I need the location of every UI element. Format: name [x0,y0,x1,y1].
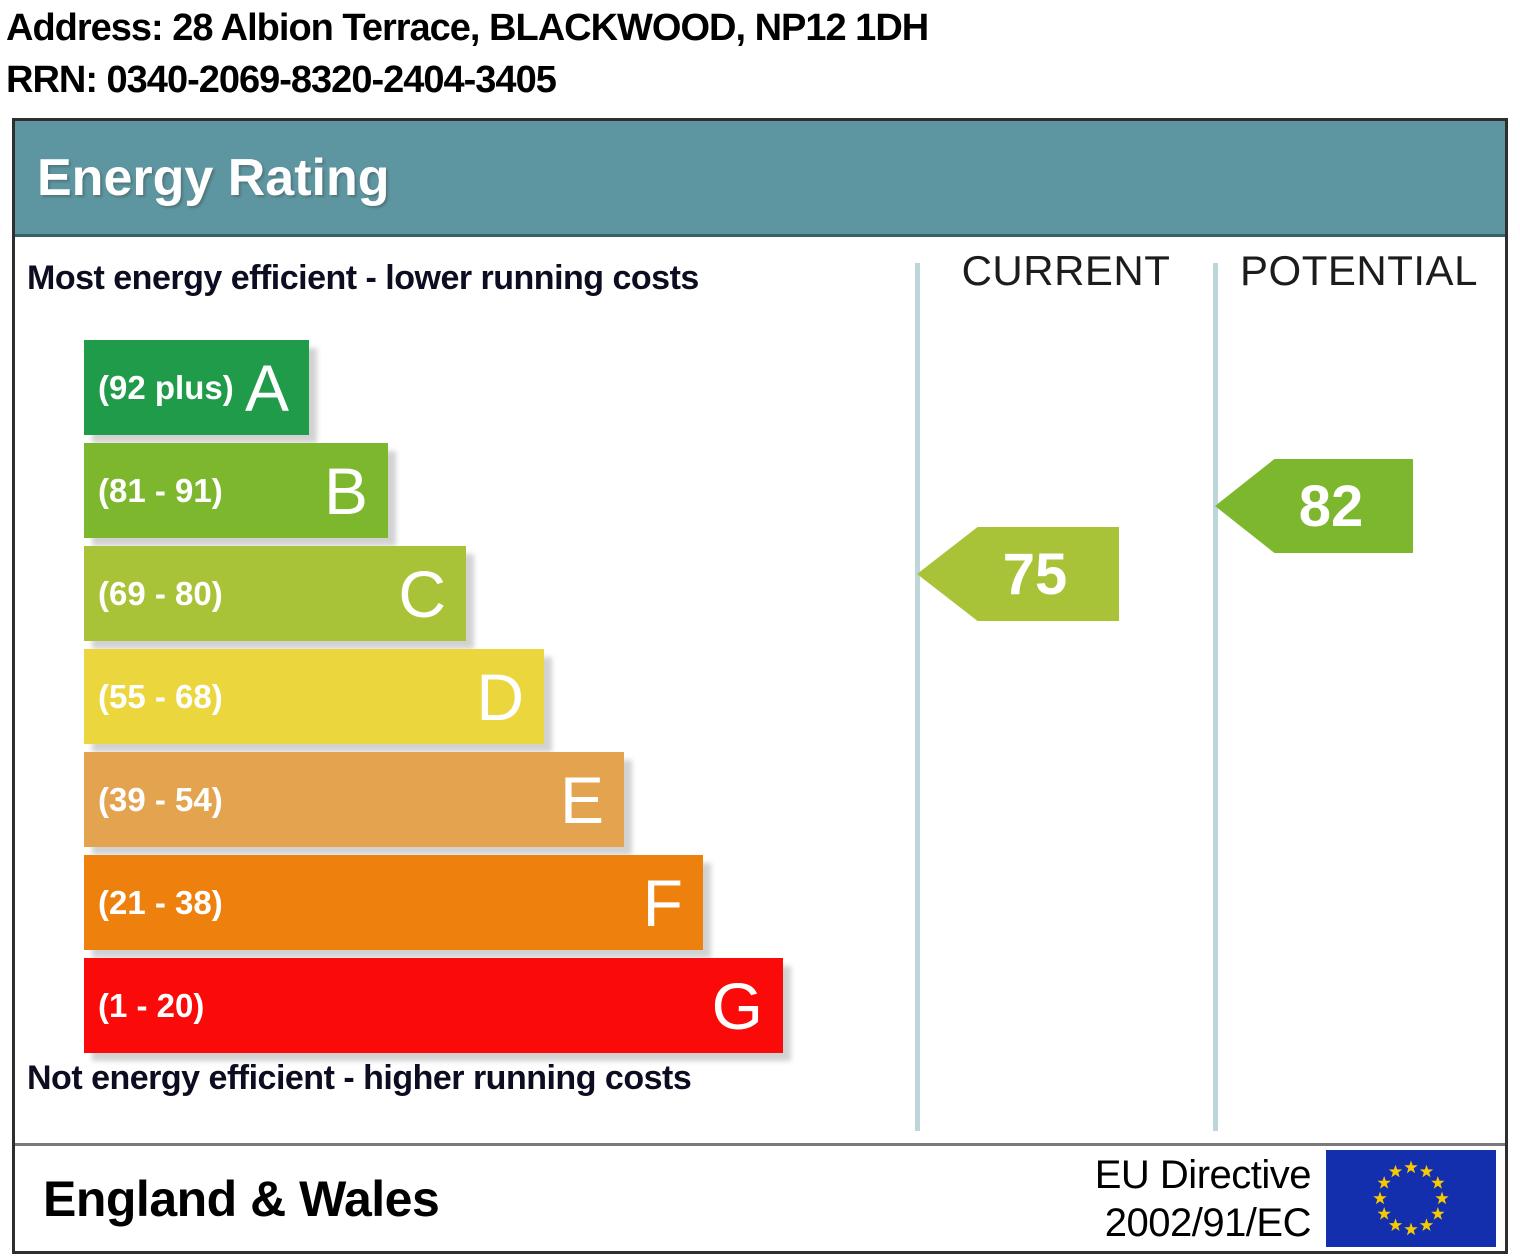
top-caption: Most energy efficient - lower running co… [27,259,699,297]
band-f: (21 - 38) F [84,855,703,950]
rating-bands: (92 plus) A (81 - 91) B (69 - 80) C (55 … [84,340,783,1061]
region-label: England & Wales [43,1170,440,1227]
panel-title: Energy Rating [37,148,390,207]
current-column-header: CURRENT [961,247,1171,294]
band-f-letter: F [642,865,683,940]
band-f-range: (21 - 38) [98,883,223,921]
band-e-letter: E [559,762,604,837]
eu-directive-label: EU Directive 2002/91/EC [1094,1151,1312,1247]
current-rating-value: 75 [1002,541,1068,607]
address-line: Address: 28 Albion Terrace, BLACKWOOD, N… [6,7,929,49]
band-e-range: (39 - 54) [98,780,223,818]
panel-footer: England & Wales EU Directive 2002/91/EC [15,1143,1505,1251]
band-c-letter: C [398,556,446,631]
potential-column-header: POTENTIAL [1240,247,1478,294]
current-column-divider [915,263,920,1131]
band-e: (39 - 54) E [84,752,624,847]
band-a-letter: A [244,350,289,425]
band-g-range: (1 - 20) [98,986,205,1024]
band-c: (69 - 80) C [84,546,466,641]
band-g: (1 - 20) G [84,958,783,1053]
eu-directive-line1: EU Directive [1094,1152,1312,1197]
energy-rating-chart: Most energy efficient - lower running co… [15,237,1505,1143]
band-a-range: (92 plus) [98,368,234,406]
potential-column-divider [1213,263,1218,1131]
potential-rating-arrow: 82 [1215,459,1413,553]
band-a: (92 plus) A [84,340,309,435]
band-d-letter: D [476,659,524,734]
panel-title-bar: Energy Rating [15,121,1505,237]
property-header: Address: 28 Albion Terrace, BLACKWOOD, N… [6,2,929,106]
potential-rating-value: 82 [1298,473,1364,539]
eu-directive-line2: 2002/91/EC [1104,1200,1312,1245]
band-g-letter: G [711,968,763,1043]
eu-flag-icon [1326,1150,1496,1247]
bottom-caption: Not energy efficient - higher running co… [27,1059,692,1097]
rrn-line: RRN: 0340-2069-8320-2404-3405 [6,59,557,101]
band-d-range: (55 - 68) [98,677,223,715]
band-b-range: (81 - 91) [98,471,223,509]
energy-rating-panel: Energy Rating Most energy efficient - lo… [12,118,1508,1254]
current-rating-arrow: 75 [917,527,1119,621]
band-b-letter: B [323,453,368,528]
band-c-range: (69 - 80) [98,574,223,612]
band-d: (55 - 68) D [84,649,544,744]
band-b: (81 - 91) B [84,443,388,538]
